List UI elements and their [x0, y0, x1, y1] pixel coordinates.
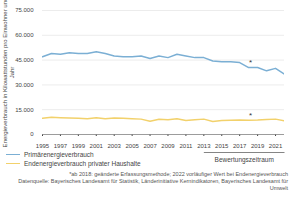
svg-text:2017: 2017	[233, 143, 247, 149]
svg-text:Energieverbrauch in Kilowattst: Energieverbrauch in Kilowattstunden pro …	[2, 0, 15, 147]
svg-text:2001: 2001	[90, 143, 104, 149]
svg-text:45.000: 45.000	[15, 57, 34, 63]
svg-text:1995: 1995	[36, 143, 50, 149]
html-text:Primärenergieverbrauch: Primärenergieverbrauch	[24, 151, 94, 158]
svg-text:2007: 2007	[143, 143, 157, 149]
svg-text:2005: 2005	[125, 143, 139, 149]
html-text:*ab 2018: geänderte Erfassungs: *ab 2018: geänderte Erfassungsmethode; 2…	[69, 171, 288, 177]
svg-text:75.000: 75.000	[15, 7, 34, 13]
html-text:Datenquelle: Bayerisches Lande: Datenquelle: Bayerisches Landesamt für S…	[18, 178, 288, 191]
svg-text:2015: 2015	[215, 143, 229, 149]
html-text:Endenergieverbrauch privater H: Endenergieverbrauch privater Haushalte	[24, 160, 141, 167]
svg-text:30.000: 30.000	[15, 82, 34, 88]
svg-text:2021: 2021	[269, 143, 283, 149]
svg-text:2003: 2003	[108, 143, 122, 149]
svg-text:2013: 2013	[197, 143, 211, 149]
svg-text:0: 0	[30, 131, 34, 137]
svg-text:1999: 1999	[72, 143, 86, 149]
svg-text:60.000: 60.000	[15, 32, 34, 38]
svg-text:2011: 2011	[179, 143, 193, 149]
svg-text:Bewertungszeitraum: Bewertungszeitraum	[215, 156, 274, 164]
svg-text:*: *	[249, 111, 252, 120]
svg-text:15.000: 15.000	[15, 107, 34, 113]
svg-text:1997: 1997	[54, 143, 68, 149]
svg-text:2009: 2009	[161, 143, 175, 149]
svg-text:2019: 2019	[251, 143, 265, 149]
svg-text:*: *	[249, 58, 252, 67]
